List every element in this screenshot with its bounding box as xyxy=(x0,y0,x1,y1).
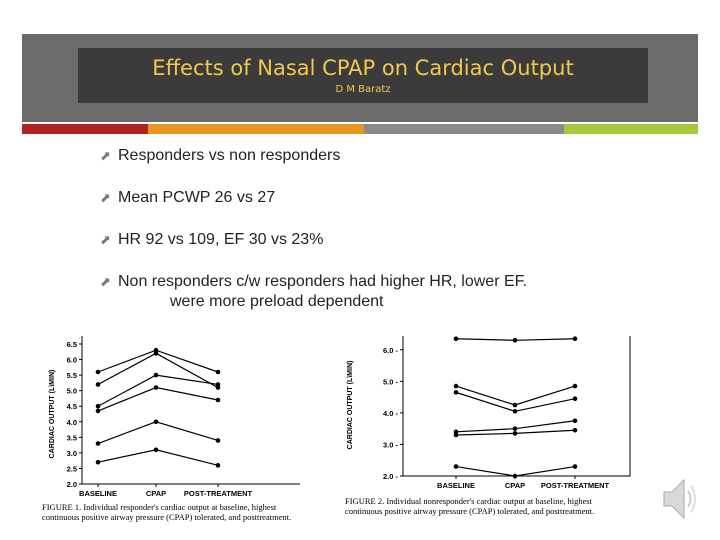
data-point xyxy=(512,409,518,414)
figure-1-caption: FIGURE 1. Individual responder's cardiac… xyxy=(42,502,292,522)
x-tick-label: CPAP xyxy=(505,481,525,490)
y-tick-label: 2.0 - xyxy=(383,472,399,481)
y-axis-label: CARDIAC OUTPUT (L\MIN) xyxy=(49,370,56,459)
data-point xyxy=(95,459,101,465)
nonresponder-chart: 6.0 - 5.0 - 4.0 - 3.0 - 2.0 - CARDIAC OUTPUT … xyxy=(347,336,631,490)
data-point xyxy=(512,426,518,431)
data-point xyxy=(512,338,518,343)
y-tick-label: 3.5 xyxy=(67,433,77,442)
x-tick-label: CPAP xyxy=(146,489,166,498)
data-point xyxy=(572,418,578,424)
figure-2-caption: FIGURE 2. Individual nonresponder's card… xyxy=(345,496,595,516)
data-point xyxy=(153,351,159,356)
data-point xyxy=(453,336,459,342)
data-point xyxy=(512,402,518,408)
y-tick-label: 4.0 xyxy=(67,418,77,427)
data-point xyxy=(453,432,459,438)
series-line xyxy=(97,386,219,412)
data-point xyxy=(95,403,101,409)
y-tick-label: 6.5 xyxy=(67,340,77,349)
data-point xyxy=(215,463,221,468)
bullet-item: ⬈ HR 92 vs 109, EF 30 vs 23% xyxy=(100,231,324,248)
y-tick-label: 5.0 - xyxy=(383,377,399,386)
series-line xyxy=(97,421,219,445)
bullet-item: ⬈ Non responders c/w responders had highe… xyxy=(100,273,528,310)
data-point xyxy=(95,441,101,446)
accent-bar-orange xyxy=(148,124,364,134)
y-tick-label: 4.0 - xyxy=(383,409,399,418)
accent-bar-green xyxy=(564,124,698,134)
data-point xyxy=(512,431,518,436)
data-point xyxy=(153,385,159,390)
x-tick-label: BASELINE xyxy=(437,481,475,490)
speaker-icon[interactable] xyxy=(660,474,700,524)
y-tick-label: 5.0 xyxy=(67,387,77,396)
series-line xyxy=(97,449,219,466)
data-point xyxy=(453,429,459,435)
y-tick-label: 3.0 - xyxy=(383,440,399,449)
data-point xyxy=(453,390,459,395)
bullet-list: ⬈ Responders vs non responders ⬈ Mean PCWP… xyxy=(100,146,660,334)
data-point xyxy=(572,383,578,389)
arrow-bullet-icon: ⬈ xyxy=(100,274,111,289)
arrow-bullet-icon: ⬈ xyxy=(100,148,111,163)
data-point xyxy=(572,336,578,342)
bullet-item: ⬈ Responders vs non responders xyxy=(100,147,341,164)
data-point xyxy=(153,447,159,453)
data-point xyxy=(95,382,101,387)
series-line xyxy=(455,391,576,412)
accent-bar-gray xyxy=(364,124,564,134)
data-point xyxy=(572,396,578,401)
accent-bar-red xyxy=(22,124,148,134)
data-point xyxy=(215,369,221,375)
slide-author: D M Baratz xyxy=(335,84,391,95)
x-tick-label: POST-TREATMENT xyxy=(541,481,610,490)
x-tick-label: POST-TREATMENT xyxy=(184,489,253,498)
data-point xyxy=(95,369,101,375)
slide-title: Effects of Nasal CPAP on Cardiac Output xyxy=(152,56,574,80)
y-axis-label: CARDIAC OUTPUT (L\MIN) xyxy=(347,361,354,450)
data-point xyxy=(512,473,518,479)
data-point xyxy=(215,438,221,443)
arrow-bullet-icon: ⬈ xyxy=(100,232,111,247)
data-point xyxy=(572,427,578,433)
y-tick-label: 4.5 xyxy=(67,402,77,411)
series-line xyxy=(97,352,219,389)
data-point xyxy=(215,382,221,387)
title-box xyxy=(78,48,648,103)
data-point xyxy=(153,419,159,425)
data-point xyxy=(453,464,459,469)
y-tick-label: 6.0 - xyxy=(383,346,399,355)
y-tick-label: 6.0 xyxy=(67,356,77,365)
series-line xyxy=(97,374,219,407)
data-point xyxy=(95,408,101,414)
data-point xyxy=(453,383,459,389)
y-tick-label: 5.5 xyxy=(67,371,77,380)
y-tick-label: 2.5 xyxy=(67,464,77,473)
x-tick-label: BASELINE xyxy=(79,489,117,498)
arrow-bullet-icon: ⬈ xyxy=(100,190,111,205)
bullet-item: ⬈ Mean PCWP 26 vs 27 xyxy=(100,189,276,206)
y-tick-label: 3.0 xyxy=(67,449,77,458)
responder-chart: 6.5 6.0 5.5 5.0 4.5 4.0 3.5 3.0 2.5 2.0 CARDIAC OU… xyxy=(49,336,300,498)
data-point xyxy=(153,372,159,378)
data-point xyxy=(215,397,221,403)
data-point xyxy=(572,464,578,469)
y-tick-label: 2.0 xyxy=(67,480,77,489)
